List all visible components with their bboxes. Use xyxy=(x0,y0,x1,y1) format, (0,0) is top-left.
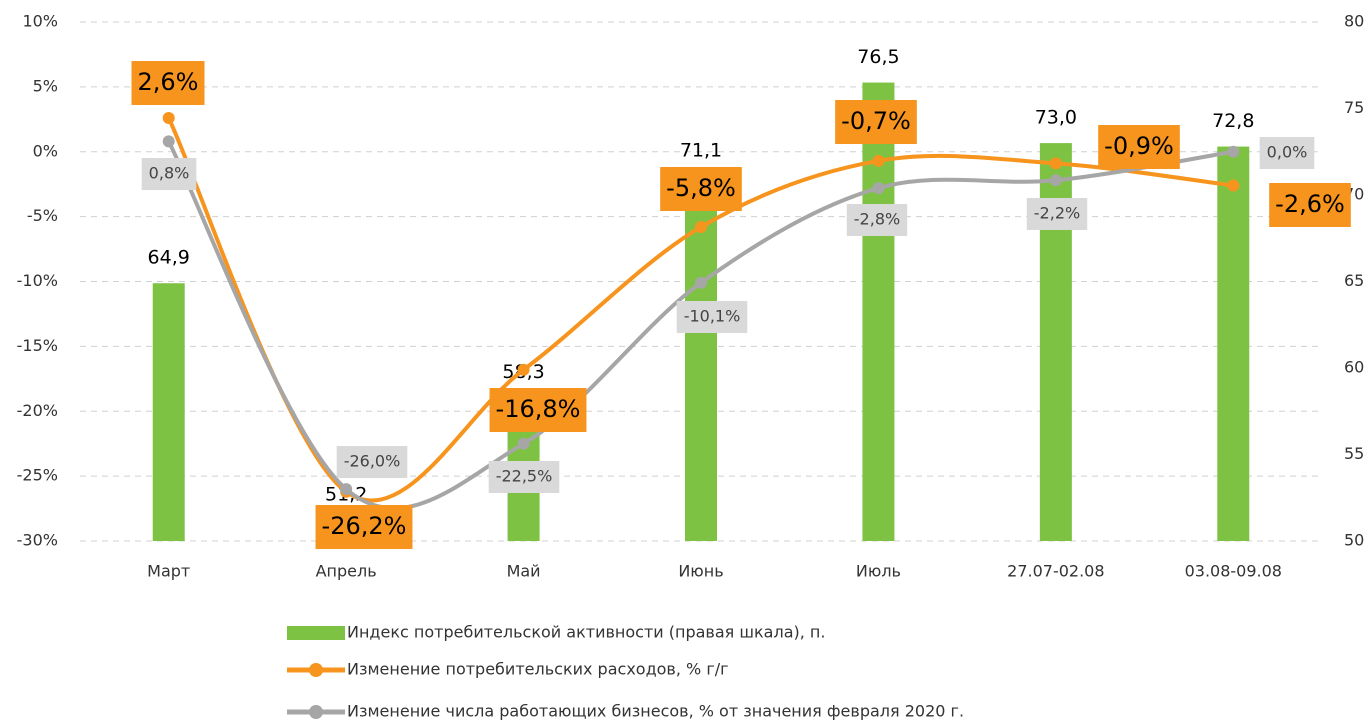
label-box xyxy=(835,100,917,144)
x-tick-label: Апрель xyxy=(316,562,377,581)
y2-tick-label: 50 xyxy=(1344,531,1364,550)
y-tick-label: -25% xyxy=(17,466,58,485)
line-value-label: -2,2% xyxy=(1034,204,1080,223)
label-box xyxy=(131,61,205,105)
y-tick-label: -15% xyxy=(17,336,58,355)
line-marker xyxy=(1227,145,1240,158)
line-marker xyxy=(1227,179,1240,192)
y2-tick-label: 55 xyxy=(1344,444,1364,463)
legend-label: Изменение потребительских расходов, % г/… xyxy=(347,660,729,679)
x-tick-label: Март xyxy=(147,562,190,581)
legend-swatch xyxy=(309,663,323,677)
line-value-label: -22,5% xyxy=(496,467,553,486)
y-tick-label: 0% xyxy=(33,141,58,160)
y-tick-label: -10% xyxy=(17,271,58,290)
label-box xyxy=(846,204,908,236)
line-value-label: -0,7% xyxy=(841,107,911,135)
legend-swatch xyxy=(309,705,323,719)
label-box xyxy=(1269,183,1351,227)
bar-value-label: 73,0 xyxy=(1035,107,1077,129)
x-tick-label: Июль xyxy=(856,562,901,581)
label-box xyxy=(1098,125,1180,169)
line-marker xyxy=(1049,157,1062,170)
line-marker xyxy=(872,154,885,167)
label-box xyxy=(1259,137,1315,169)
line-value-label: -5,8% xyxy=(666,174,736,202)
label-box xyxy=(315,505,413,549)
label-box xyxy=(489,388,587,432)
line-marker xyxy=(695,221,707,234)
line-marker xyxy=(872,182,885,195)
line-marker xyxy=(162,135,175,148)
legend-swatch xyxy=(287,626,345,640)
y2-tick-label: 75 xyxy=(1344,98,1364,117)
line xyxy=(166,140,1234,511)
bar-value-label: 76,5 xyxy=(857,46,899,68)
bar-value-label: 64,9 xyxy=(148,247,190,269)
y-tick-label: -5% xyxy=(27,206,58,225)
x-tick-label: Май xyxy=(507,562,541,581)
line-value-label: -2,6% xyxy=(1275,190,1345,218)
lines xyxy=(162,112,1240,511)
x-tick-label: 03.08-09.08 xyxy=(1185,562,1282,581)
y-tick-label: 10% xyxy=(22,12,58,31)
y2-tick-label: 80 xyxy=(1344,12,1364,31)
y2-tick-label: 60 xyxy=(1344,358,1364,377)
y-tick-label: -30% xyxy=(17,531,58,550)
label-box xyxy=(1026,198,1088,230)
label-box xyxy=(141,158,197,190)
bar xyxy=(152,283,185,541)
label-box xyxy=(488,461,560,493)
bars: 64,951,258,371,176,573,072,8 xyxy=(148,46,1254,542)
bar-value-label: 72,8 xyxy=(1212,110,1254,132)
line-value-label: -10,1% xyxy=(684,307,741,326)
y2-tick-label: 65 xyxy=(1344,271,1364,290)
bar-value-label: 71,1 xyxy=(680,139,722,161)
line-value-label: -26,0% xyxy=(344,452,401,471)
line-marker xyxy=(517,437,530,450)
x-tick-label: 27.07-02.08 xyxy=(1007,562,1104,581)
line-value-label: -0,9% xyxy=(1104,132,1174,160)
x-tick-label: Июнь xyxy=(678,562,723,581)
y-tick-label: 5% xyxy=(33,76,58,95)
line-value-label: 0,0% xyxy=(1267,143,1308,162)
line-value-label: -2,8% xyxy=(854,210,900,229)
line-value-label: 0,8% xyxy=(149,164,190,183)
line-marker xyxy=(1049,174,1062,187)
line-value-label: -26,2% xyxy=(322,512,407,540)
bar xyxy=(685,175,717,541)
line-marker xyxy=(695,276,707,289)
label-box xyxy=(660,167,742,211)
y-tick-label: -20% xyxy=(17,401,58,420)
line-value-label: 2,6% xyxy=(138,68,199,96)
bar xyxy=(862,82,895,542)
line-marker xyxy=(340,483,353,496)
legend-label: Изменение числа работающих бизнесов, % о… xyxy=(347,702,964,721)
label-box xyxy=(336,446,408,478)
labels: 2,6% -26,2% -16,8% -5,8% -0,7% -0,9% -2,6% 0,8%… xyxy=(131,61,1351,549)
line-value-label: -16,8% xyxy=(496,395,581,423)
line-marker xyxy=(517,363,530,376)
label-box xyxy=(676,301,748,333)
legend-label: Индекс потребительской активности (права… xyxy=(347,623,825,642)
line-marker xyxy=(162,112,175,125)
bar xyxy=(1217,146,1250,541)
